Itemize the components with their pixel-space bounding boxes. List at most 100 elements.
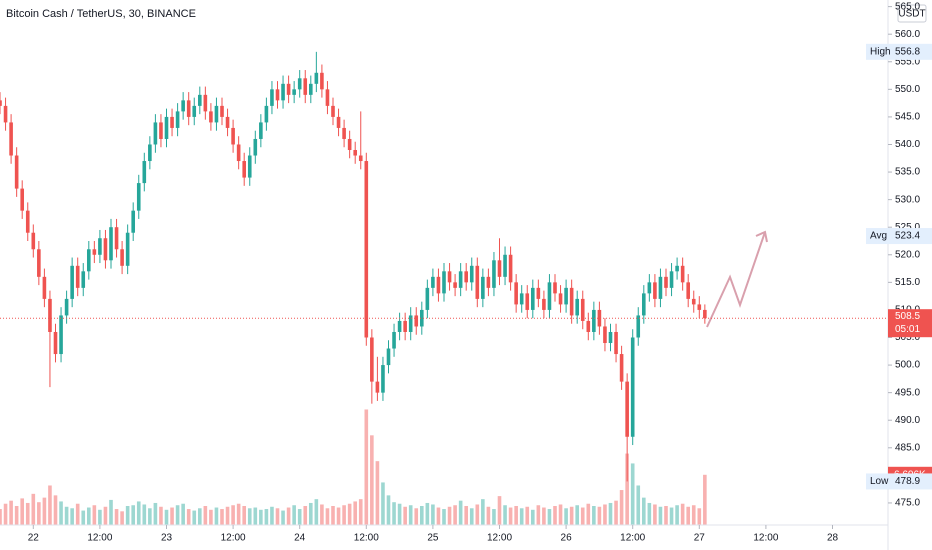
stat-value: 523.4 xyxy=(895,231,920,242)
volume-bar xyxy=(220,509,224,525)
candle-body xyxy=(286,83,291,95)
volume-bar xyxy=(209,509,213,525)
volume-bar xyxy=(386,495,391,525)
candle-body xyxy=(153,122,158,145)
y-tick-label: 500.0 xyxy=(895,360,920,371)
candle-body xyxy=(697,304,702,310)
volume-bar xyxy=(653,504,657,525)
candle-body xyxy=(453,282,457,288)
volume-bar xyxy=(281,510,285,525)
volume-bar xyxy=(292,505,296,525)
y-tick-label: 505.0 xyxy=(895,332,920,343)
volume-bar xyxy=(486,506,491,525)
y-tick-label: 490.0 xyxy=(895,415,920,426)
volume-bar xyxy=(347,503,352,525)
x-tick-label: 12:00 xyxy=(87,533,112,544)
candle-body xyxy=(242,161,247,178)
volume-bar xyxy=(669,507,674,525)
volume-bar xyxy=(464,506,469,525)
candle-body xyxy=(247,155,252,178)
candle-body xyxy=(525,293,530,310)
volume-bar xyxy=(214,507,219,525)
volume-bar xyxy=(109,499,113,525)
volume-bar xyxy=(630,463,635,525)
candle-body xyxy=(75,265,80,288)
volume-bar xyxy=(414,508,419,525)
x-tick-label: 28 xyxy=(827,533,839,544)
volume-bar xyxy=(336,507,341,525)
candle-body xyxy=(680,265,685,283)
volume-bar xyxy=(286,507,291,525)
volume-bar xyxy=(514,506,518,525)
chart-title: Bitcoin Cash / TetherUS, 30, BINANCE xyxy=(6,8,196,20)
volume-bar xyxy=(525,506,530,525)
candle-body xyxy=(297,78,302,90)
candle-body xyxy=(625,381,629,437)
volume-bar xyxy=(48,485,52,525)
candle-body xyxy=(308,83,313,95)
candle-body xyxy=(303,78,308,95)
countdown-label: 05:01 xyxy=(895,324,920,335)
volume-bar xyxy=(325,508,330,525)
volume-bar xyxy=(641,497,646,525)
candle-body xyxy=(136,183,141,211)
candle-body xyxy=(425,287,430,310)
candle-body xyxy=(569,287,574,316)
candle-body xyxy=(431,276,435,288)
candle-body xyxy=(0,100,2,106)
candle-body xyxy=(458,271,463,288)
volume-bar xyxy=(569,506,574,525)
volume-bar xyxy=(247,508,252,525)
candle-body xyxy=(231,127,235,145)
candle-body xyxy=(92,249,97,255)
volume-bar xyxy=(81,510,86,525)
volume-bar xyxy=(375,461,380,525)
candle-body xyxy=(558,293,563,305)
currency-label[interactable]: USDT xyxy=(898,9,925,20)
candle-body xyxy=(481,276,485,299)
volume-bar xyxy=(181,503,185,525)
volume-bar xyxy=(686,506,691,525)
volume-bar xyxy=(114,509,119,525)
candle-body xyxy=(347,138,352,150)
y-tick-label: 540.0 xyxy=(895,139,920,150)
y-tick-label: 475.0 xyxy=(895,498,920,509)
y-tick-label: 485.0 xyxy=(895,442,920,453)
candle-body xyxy=(647,282,652,294)
x-tick-label: 23 xyxy=(161,533,173,544)
volume-bar xyxy=(603,504,607,525)
volume-bar xyxy=(86,507,91,525)
volume-bar xyxy=(547,509,552,525)
currency-button[interactable] xyxy=(897,4,927,23)
volume-layer xyxy=(0,409,707,525)
candle-body xyxy=(358,155,363,162)
candle-body xyxy=(325,89,330,106)
x-tick-label: 12:00 xyxy=(620,533,645,544)
y-tick-label: 530.0 xyxy=(895,194,920,205)
volume-bar xyxy=(558,504,563,525)
candle-body xyxy=(703,309,707,319)
candle-body xyxy=(619,354,624,382)
volume-bar xyxy=(308,502,313,525)
stat-name: High xyxy=(870,46,891,57)
volume-bar xyxy=(59,501,63,525)
candle-body xyxy=(658,276,663,299)
candle-body xyxy=(175,111,180,128)
candle-body xyxy=(120,249,124,266)
volume-bar xyxy=(153,502,158,525)
volume-bar xyxy=(408,505,413,525)
volume-bar xyxy=(703,474,707,525)
candle-body xyxy=(403,320,407,332)
y-tick-label: 515.0 xyxy=(895,277,920,288)
candle-body xyxy=(292,89,296,95)
volume-bar xyxy=(131,505,136,525)
volume-bar xyxy=(259,509,263,525)
candle-body xyxy=(270,89,274,106)
candle-body xyxy=(514,282,518,305)
x-tick-label: 27 xyxy=(694,533,706,544)
volume-bar xyxy=(70,508,74,525)
candle-body xyxy=(542,298,546,310)
candle-body xyxy=(547,282,552,310)
